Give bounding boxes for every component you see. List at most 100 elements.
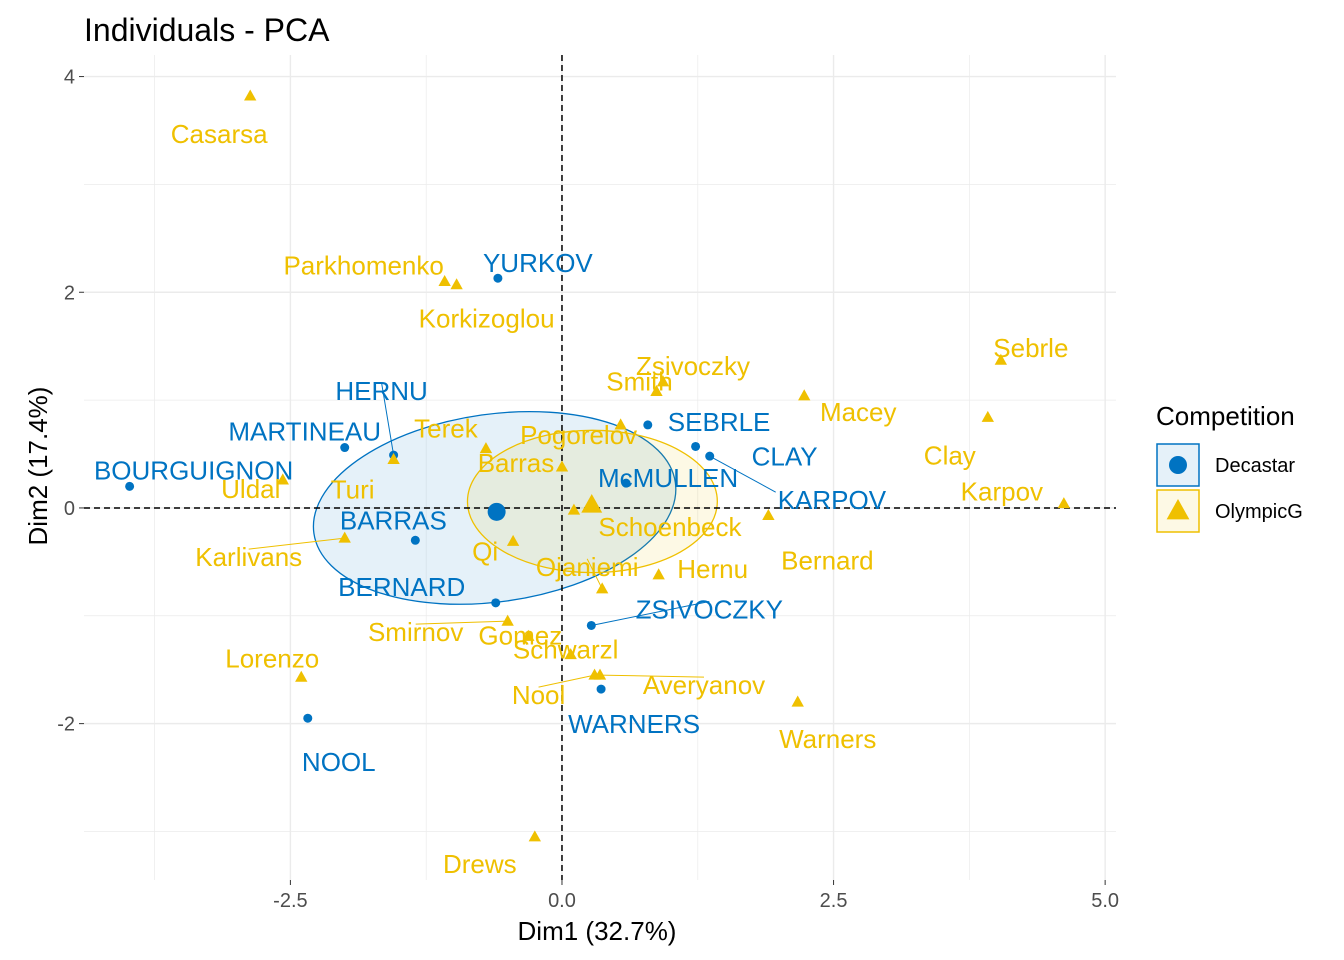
point-qi [506,534,520,546]
label-lorenzo: Lorenzo [225,643,319,673]
point-schwarzl [564,648,577,660]
point-karpov [1057,497,1071,509]
legend-label-decastar: Decastar [1215,455,1295,477]
label-sebrle: SEBRLE [668,407,771,437]
point-nool [303,713,313,723]
point-warners [791,695,804,707]
label-karpov: KARPOV [778,485,887,515]
legend-marker-olympicg [1166,499,1190,520]
point-zsivoczky [656,375,670,387]
label-qi: Qi [472,536,498,566]
label-zsivoczky: ZSIVOCZKY [636,594,783,624]
label-hernu: HERNU [335,376,427,406]
connector-karpov [709,455,776,493]
point-casarsa [244,89,257,101]
label-turi: Turi [331,474,375,504]
legend-title: Competition [1156,401,1295,431]
point-markers [125,89,1071,842]
point-sebrle [994,353,1008,365]
point-barras [410,535,420,545]
centroid-olympicg [581,493,603,513]
point-terek [479,442,493,454]
label-terek: Terek [414,414,479,444]
label-nool: Nool [512,680,565,710]
point-bernard [762,508,775,521]
point-clay [691,441,701,451]
label-nool: NOOL [302,747,376,777]
point-schoenbeck [567,503,581,515]
label-connector-lines [248,383,776,688]
point-lorenzo [295,670,308,682]
x-tick-label: 5.0 [1091,890,1119,912]
x-tick-label: 2.5 [820,890,848,912]
connector-ojaniemi [586,558,603,590]
point-karlivans [338,531,351,543]
point-bourguignon [125,481,135,491]
point-warners [596,684,606,694]
connector-hernu [381,383,395,456]
centroid-decastar [487,502,506,521]
connector-zsivoczky [591,601,710,626]
connector-averyanov [599,674,705,678]
legend-label-olympicg: OlympicG [1215,501,1303,523]
label-karpov: Karpov [961,477,1043,507]
label-barras: BARRAS [340,505,447,535]
label-mcmullen: McMULLEN [598,463,738,493]
point-karpov [705,451,715,461]
point-smirnov [501,614,514,626]
point-hernu [652,568,665,580]
connector-nool [538,674,595,688]
label-schoenbeck: Schoenbeck [598,512,742,542]
y-tick-label: 4 [64,67,75,89]
label-pogorelov: Pogorelov [520,420,637,450]
connector-smirnov [415,620,508,625]
legend: Competition Decastar OlympicG [1156,401,1303,533]
label-smith: Smith [606,366,672,396]
x-axis-ticks: -2.5 0.0 2.5 5.0 [273,880,1119,912]
label-hernu: Hernu [677,554,748,584]
point-sebrle [643,420,653,430]
label-averyanov: Averyanov [643,670,765,700]
point-drews [528,830,541,842]
label-sebrle: Sebrle [993,333,1068,363]
chart-title: Individuals - PCA [84,12,330,48]
x-tick-label: -2.5 [273,890,307,912]
point-parkhomenko [438,274,451,287]
point-zsivoczky [586,620,596,630]
legend-marker-decastar [1169,456,1187,474]
label-barras: Barras [478,448,555,478]
label-schwarzl: Schwarzl [513,635,618,665]
label-warners: WARNERS [568,709,700,739]
point-clay [981,410,994,422]
point-bernard [491,598,501,608]
label-martineau: MARTINEAU [228,417,381,447]
label-yurkov: YURKOV [483,248,593,278]
point-averyanov [593,668,607,680]
point-labels: SEBRLE CLAY KARPOV BERNARD YURKOV WARNERS ZSIV… [94,119,1068,879]
point-smith [650,384,663,397]
label-casarsa: Casarsa [171,119,268,149]
y-tick-label: 2 [64,282,75,304]
y-tick-label: -2 [57,714,75,736]
label-clay: Clay [924,440,976,470]
y-axis-ticks: -2 0 2 4 [57,67,84,736]
label-karlivans: Karlivans [195,542,302,572]
y-tick-label: 0 [64,498,75,520]
x-axis-title: Dim1 (32.7%) [518,916,677,946]
x-tick-label: 0.0 [548,890,576,912]
label-korkizoglou: Korkizoglou [419,304,555,334]
point-pogorelov [614,418,627,430]
label-bernard: BERNARD [338,572,465,602]
label-bernard: Bernard [781,545,874,575]
label-parkhomenko: Parkhomenko [283,250,443,280]
label-drews: Drews [443,849,517,879]
point-uldal [276,473,289,485]
label-uldal: Uldal [221,474,280,504]
point-korkizoglou [450,278,463,290]
label-warners: Warners [779,724,876,754]
point-gomez [522,629,535,641]
label-ojaniemi: Ojaniemi [536,552,639,582]
point-barras [555,460,569,472]
label-smirnov: Smirnov [368,617,463,647]
point-martineau [340,443,350,453]
